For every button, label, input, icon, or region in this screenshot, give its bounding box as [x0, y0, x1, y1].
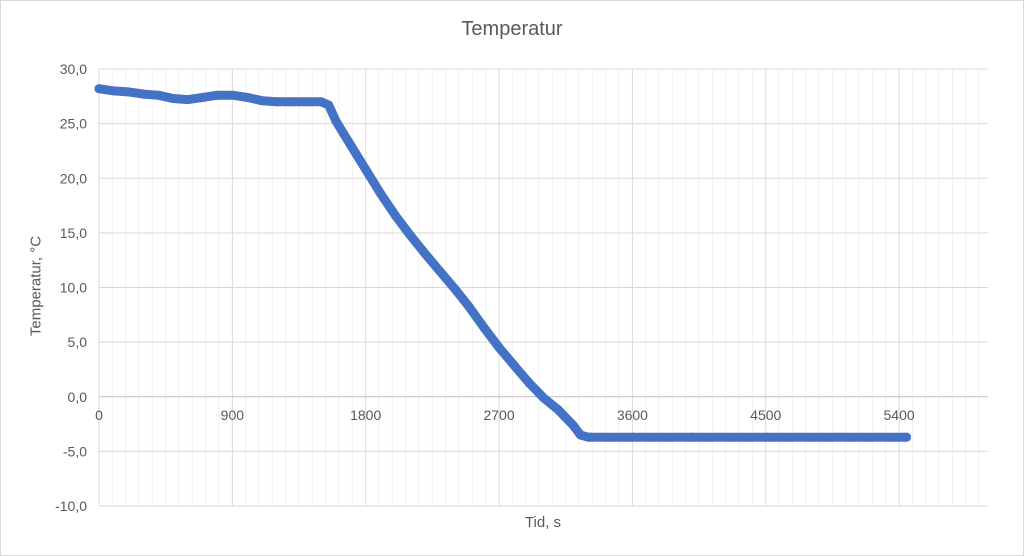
x-tick-label: 900: [221, 407, 245, 423]
y-tick-label: 20,0: [60, 170, 87, 186]
data-point: [405, 230, 415, 240]
data-point: [183, 95, 193, 105]
data-point: [324, 100, 334, 110]
x-tick-labels: 0 900 1800 2700 3600 4500 5400: [95, 407, 915, 423]
data-point: [153, 90, 163, 100]
x-tick-label: 0: [95, 407, 103, 423]
data-point: [435, 266, 445, 276]
y-tick-labels: -10,0 -5,0 0,0 5,0 10,0 15,0 20,0 25,0 30,0: [55, 61, 87, 514]
data-point: [687, 432, 697, 442]
data-point: [390, 210, 400, 220]
data-point: [242, 92, 252, 102]
data-point: [509, 360, 519, 370]
data-point: [94, 84, 104, 94]
data-point: [376, 189, 386, 199]
data-point: [227, 90, 237, 100]
data-point: [124, 87, 134, 97]
x-tick-label: 4500: [750, 407, 781, 423]
data-point: [420, 249, 430, 259]
series-line: [94, 84, 911, 442]
data-point: [568, 420, 578, 430]
data-point: [576, 430, 586, 440]
data-point: [539, 393, 548, 403]
data-point: [257, 96, 267, 106]
data-point: [627, 432, 637, 442]
data-point: [761, 432, 771, 442]
data-point: [138, 89, 148, 99]
chart-title: Temperatur: [461, 18, 563, 40]
data-point: [213, 90, 223, 100]
data-point: [287, 97, 297, 107]
x-tick-label: 3600: [617, 407, 648, 423]
y-tick-label: 15,0: [60, 225, 87, 241]
data-point: [524, 378, 534, 388]
data-point: [902, 432, 912, 442]
y-tick-label: 30,0: [60, 61, 87, 77]
x-tick-label: 5400: [884, 407, 915, 423]
data-point: [464, 302, 474, 312]
y-tick-label: -5,0: [63, 443, 87, 459]
y-tick-label: 0,0: [68, 389, 88, 405]
y-tick-label: 5,0: [68, 334, 88, 350]
data-point: [553, 405, 563, 415]
temperature-series: [94, 84, 912, 442]
data-point: [586, 432, 596, 442]
data-point: [331, 116, 341, 126]
data-point: [450, 284, 460, 294]
x-tick-label: 2700: [483, 407, 514, 423]
data-point: [361, 165, 371, 175]
y-tick-label: 10,0: [60, 280, 87, 296]
y-tick-label: -10,0: [55, 498, 87, 514]
data-point: [168, 93, 178, 103]
data-point: [346, 140, 356, 150]
data-point: [301, 97, 311, 107]
x-axis-title: Tid, s: [524, 514, 562, 531]
data-point: [198, 92, 208, 102]
data-point: [494, 343, 504, 353]
y-tick-label: 25,0: [60, 116, 87, 132]
data-point: [109, 86, 119, 96]
data-point: [479, 323, 489, 333]
x-tick-label: 1800: [350, 407, 381, 423]
data-point: [316, 97, 326, 107]
data-point: [272, 97, 282, 107]
data-point: [598, 432, 608, 442]
data-point: [835, 432, 845, 442]
major-gridlines: [98, 68, 988, 507]
